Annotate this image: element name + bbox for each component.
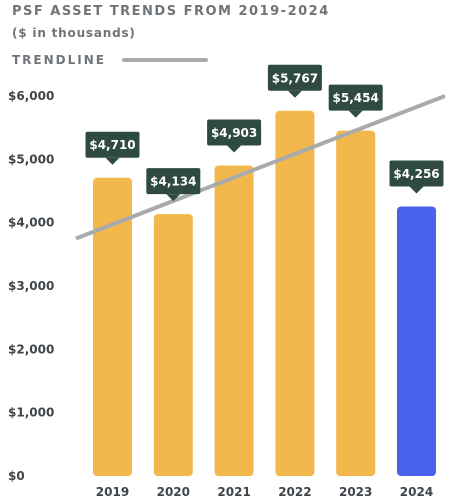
x-tick-label: 2020 (157, 485, 190, 499)
data-label-pointer (227, 145, 242, 153)
bar (275, 110, 315, 477)
chart-subtitle: ($ in thousands) (12, 26, 136, 40)
data-label-pointer (166, 194, 181, 202)
data-label-pointer (105, 157, 120, 165)
data-label: $5,767 (272, 71, 318, 85)
data-label-pointer (409, 186, 424, 194)
trendline (75, 94, 446, 241)
x-tick-label: 2024 (400, 485, 433, 499)
data-label-box (389, 160, 444, 187)
bar (153, 214, 193, 476)
data-label-pointer (348, 110, 363, 118)
x-tick-label: 2023 (339, 485, 372, 499)
legend: TRENDLINE (12, 53, 208, 67)
bar (214, 165, 254, 476)
data-label-box (267, 64, 322, 91)
x-tick-label: 2021 (217, 485, 250, 499)
legend-label-trendline: TRENDLINE (12, 53, 106, 67)
data-label-box (146, 168, 201, 195)
x-tick-label: 2019 (96, 485, 129, 499)
bar (336, 130, 376, 476)
data-label: $4,903 (211, 126, 257, 140)
data-label-pointer (287, 90, 302, 98)
bar (93, 177, 132, 476)
x-tick-label: 2022 (278, 485, 311, 499)
chart-title: PSF ASSET TRENDS FROM 2019-2024 (12, 4, 330, 19)
y-tick-label: $5,000 (8, 152, 54, 166)
data-label: $4,134 (150, 175, 196, 189)
y-tick-label: $1,000 (8, 406, 54, 420)
y-tick-label: $2,000 (8, 342, 54, 356)
data-label: $5,454 (333, 91, 379, 105)
bar (397, 206, 436, 476)
y-tick-label: $6,000 (8, 89, 54, 103)
data-label: $4,256 (393, 167, 439, 181)
y-tick-label: $4,000 (8, 216, 54, 230)
legend-swatch-trendline (121, 58, 208, 62)
y-tick-label: $3,000 (8, 279, 54, 293)
data-label: $4,710 (89, 138, 135, 152)
y-tick-label: $0 (8, 469, 25, 483)
data-label-box (207, 119, 262, 146)
data-label-box (85, 131, 140, 158)
data-label-box (328, 84, 383, 111)
